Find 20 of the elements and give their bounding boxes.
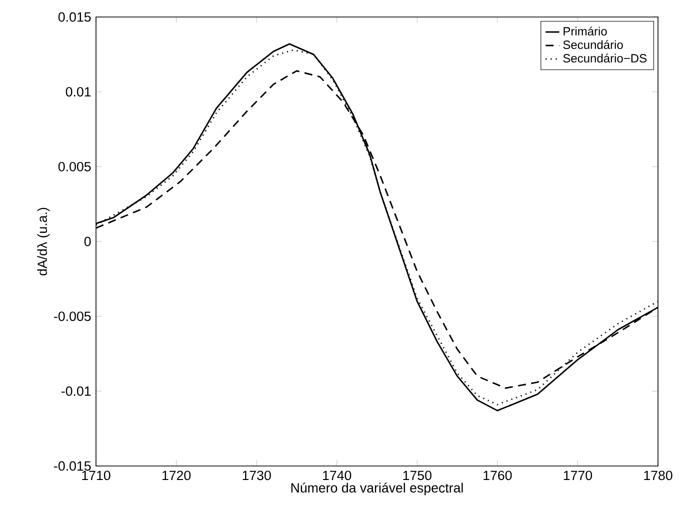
x-tick-label: 1710 xyxy=(82,470,110,480)
x-tick-label: 1760 xyxy=(484,470,512,480)
x-axis-title: Número da variável espectral xyxy=(291,482,463,496)
y-tick-label: -0.005 xyxy=(54,312,91,322)
x-tick-label: 1720 xyxy=(162,470,191,480)
legend-label: Primário xyxy=(564,26,607,36)
y-tick-label: 0 xyxy=(84,236,91,246)
x-tick-label: 1730 xyxy=(242,470,271,480)
y-tick-label: -0.01 xyxy=(61,386,91,396)
y-tick-label: 0.005 xyxy=(58,162,91,172)
y-tick-label: 0.015 xyxy=(58,12,91,22)
x-tick-label: 1770 xyxy=(564,470,592,480)
y-axis-title: dA/dλ (u.a.) xyxy=(37,208,50,276)
x-tick-label: 1740 xyxy=(323,470,352,480)
y-tick-label: -0.015 xyxy=(54,461,91,471)
legend-label: Secundário−DS xyxy=(563,54,647,63)
x-tick-label: 1780 xyxy=(644,470,672,480)
x-tick-label: 1750 xyxy=(403,470,432,480)
y-tick-label: 0.01 xyxy=(66,87,91,97)
legend-label: Secundário xyxy=(563,40,623,50)
